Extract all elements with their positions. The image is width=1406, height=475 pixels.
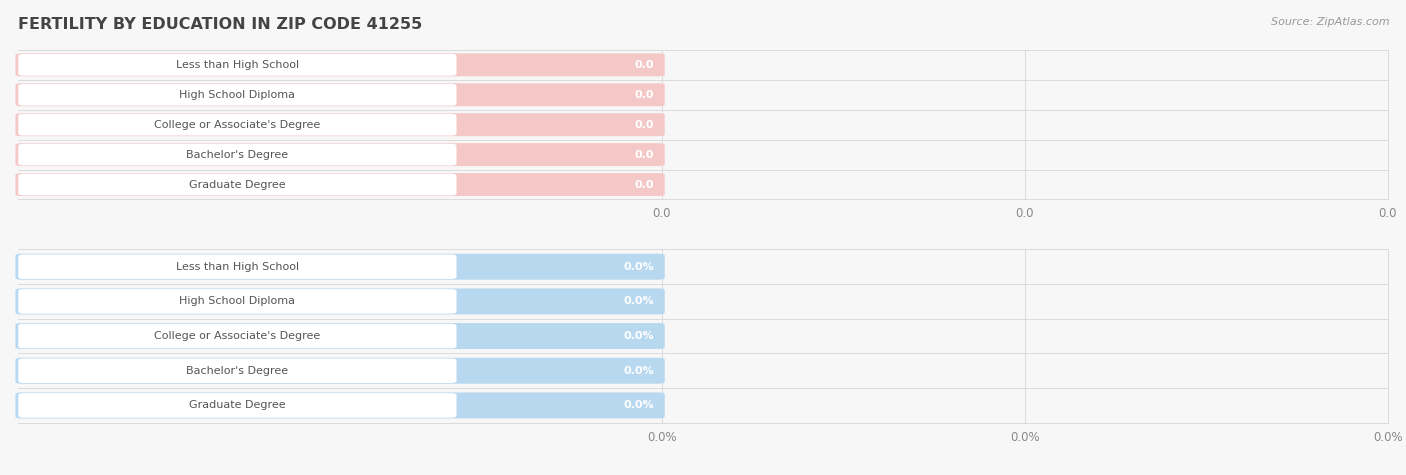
FancyBboxPatch shape (18, 114, 457, 135)
FancyBboxPatch shape (15, 113, 665, 136)
FancyBboxPatch shape (18, 144, 457, 165)
FancyBboxPatch shape (18, 174, 457, 195)
FancyBboxPatch shape (15, 83, 665, 106)
Text: FERTILITY BY EDUCATION IN ZIP CODE 41255: FERTILITY BY EDUCATION IN ZIP CODE 41255 (18, 17, 423, 32)
Text: College or Associate's Degree: College or Associate's Degree (155, 331, 321, 341)
FancyBboxPatch shape (15, 143, 665, 166)
Text: 0.0%: 0.0% (623, 400, 654, 410)
Text: 0.0%: 0.0% (1372, 431, 1403, 444)
Text: 0.0%: 0.0% (647, 431, 676, 444)
FancyBboxPatch shape (15, 288, 665, 314)
FancyBboxPatch shape (18, 289, 457, 314)
Text: Graduate Degree: Graduate Degree (188, 180, 285, 190)
Text: 0.0%: 0.0% (623, 262, 654, 272)
Text: Bachelor's Degree: Bachelor's Degree (187, 150, 288, 160)
Text: 0.0: 0.0 (634, 150, 654, 160)
FancyBboxPatch shape (15, 254, 665, 280)
Text: Less than High School: Less than High School (176, 60, 299, 70)
Text: 0.0: 0.0 (1015, 208, 1033, 220)
Text: Source: ZipAtlas.com: Source: ZipAtlas.com (1271, 17, 1389, 27)
Text: 0.0: 0.0 (1378, 208, 1398, 220)
FancyBboxPatch shape (18, 359, 457, 383)
Text: Less than High School: Less than High School (176, 262, 299, 272)
Text: 0.0%: 0.0% (1010, 431, 1039, 444)
FancyBboxPatch shape (15, 53, 665, 76)
Text: 0.0: 0.0 (634, 120, 654, 130)
Text: 0.0: 0.0 (634, 180, 654, 190)
FancyBboxPatch shape (15, 392, 665, 418)
FancyBboxPatch shape (18, 54, 457, 76)
Text: 0.0%: 0.0% (623, 331, 654, 341)
Text: 0.0%: 0.0% (623, 366, 654, 376)
Text: High School Diploma: High School Diploma (180, 90, 295, 100)
Text: College or Associate's Degree: College or Associate's Degree (155, 120, 321, 130)
Text: Graduate Degree: Graduate Degree (188, 400, 285, 410)
Text: Bachelor's Degree: Bachelor's Degree (187, 366, 288, 376)
FancyBboxPatch shape (18, 324, 457, 348)
Text: 0.0%: 0.0% (623, 296, 654, 306)
FancyBboxPatch shape (15, 323, 665, 349)
FancyBboxPatch shape (15, 358, 665, 384)
Text: 0.0: 0.0 (634, 90, 654, 100)
FancyBboxPatch shape (18, 84, 457, 105)
Text: 0.0: 0.0 (652, 208, 671, 220)
Text: High School Diploma: High School Diploma (180, 296, 295, 306)
Text: 0.0: 0.0 (634, 60, 654, 70)
FancyBboxPatch shape (18, 255, 457, 279)
FancyBboxPatch shape (18, 393, 457, 418)
FancyBboxPatch shape (15, 173, 665, 196)
